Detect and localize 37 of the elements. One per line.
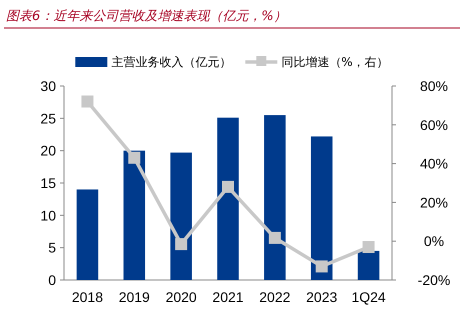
x-tick-label: 2023	[306, 289, 338, 305]
legend-label: 主营业务收入（亿元）	[111, 55, 232, 69]
point	[268, 232, 281, 244]
y-tick-label: 20	[40, 142, 56, 159]
y2-tick-label: -20%	[418, 272, 450, 288]
y-tick-label: 15	[40, 175, 56, 191]
point	[81, 96, 94, 108]
bar	[264, 115, 286, 280]
y2-tick-label: 80%	[420, 78, 448, 94]
y2-tick-label: 20%	[420, 194, 448, 210]
point	[362, 241, 375, 254]
x-tick-label: 2022	[259, 289, 291, 305]
chart-title: 图表6：近年来公司营收及增速表现（亿元，%）	[6, 9, 287, 24]
x-tick-label: 2018	[72, 289, 104, 305]
y2-tick-label: 0%	[424, 233, 444, 250]
y2-tick-label: 60%	[420, 116, 448, 133]
legend-label: 同比增速（%，右）	[281, 55, 389, 69]
y-tick-label: 10	[40, 207, 56, 224]
bar	[170, 152, 192, 280]
bar	[358, 250, 380, 280]
x-tick-label: 2019	[118, 289, 150, 305]
bar	[76, 189, 98, 280]
point	[175, 238, 188, 250]
x-tick-label: 2021	[212, 289, 244, 305]
y-tick-label: 25	[40, 110, 56, 126]
point	[128, 152, 140, 164]
point	[222, 180, 234, 193]
bar	[124, 150, 146, 280]
x-tick-label: 1Q24	[351, 289, 386, 305]
y2-tick-label: 40%	[420, 156, 448, 172]
y-tick-label: 0	[48, 272, 56, 288]
point	[316, 260, 328, 272]
y-tick-label: 5	[48, 240, 56, 256]
bar	[217, 118, 239, 280]
bar	[310, 136, 332, 280]
y-tick-label: 30	[40, 78, 56, 94]
x-tick-label: 2020	[166, 289, 197, 305]
